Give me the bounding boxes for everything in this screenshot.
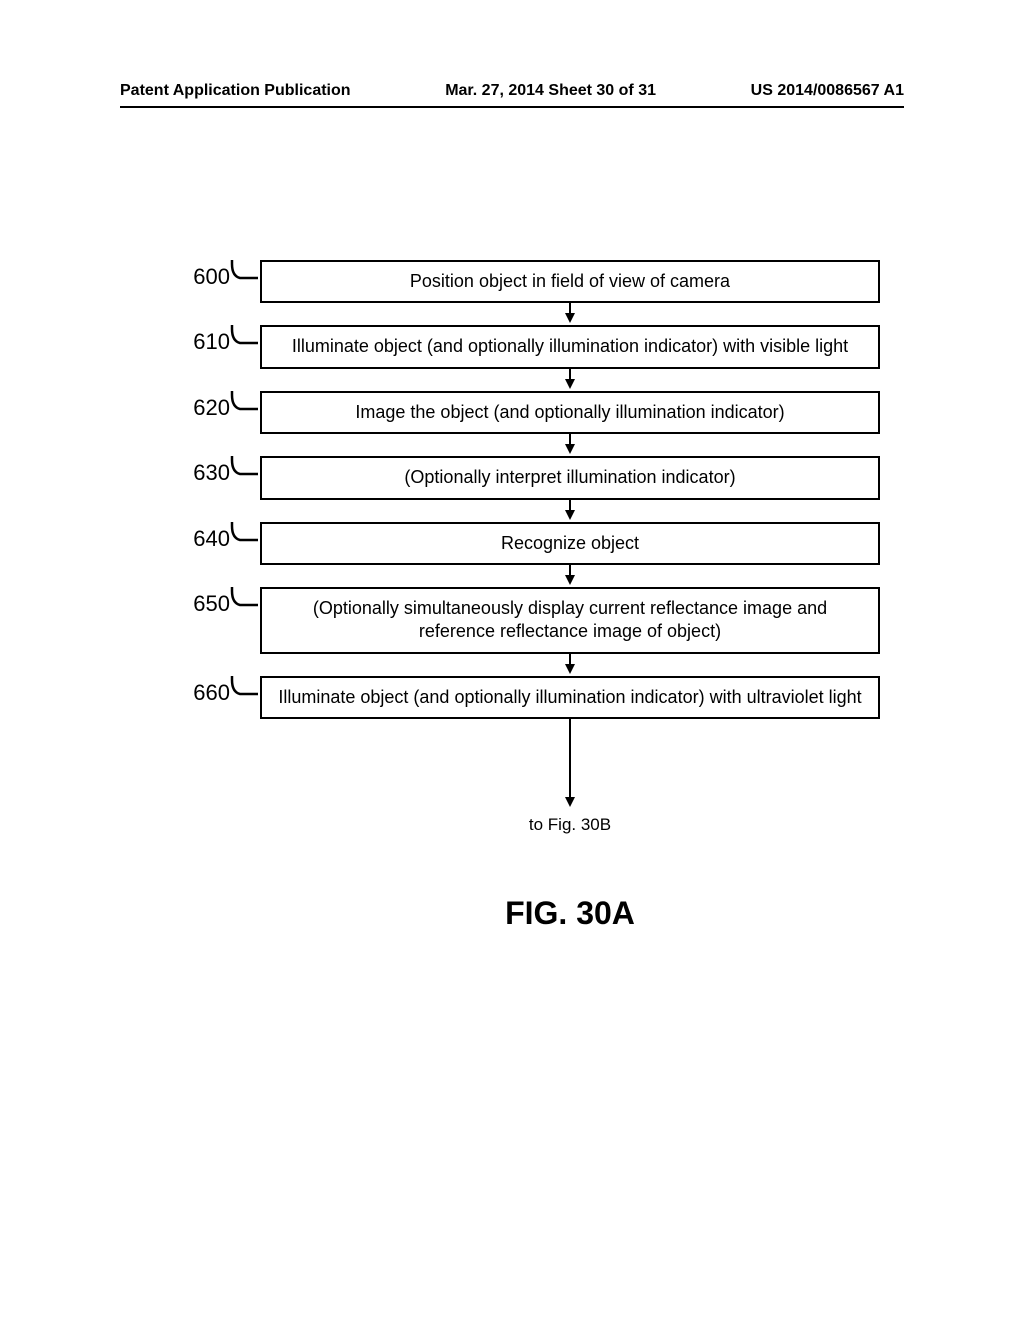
- step-number: 650: [150, 587, 230, 617]
- flow-step: 600 Position object in field of view of …: [150, 260, 880, 303]
- step-box: (Optionally interpret illumination indic…: [260, 456, 880, 499]
- flow-step: 660 Illuminate object (and optionally il…: [150, 676, 880, 719]
- down-arrow: [150, 565, 880, 587]
- down-arrow: [150, 434, 880, 456]
- figure-label: FIG. 30A: [150, 895, 880, 932]
- flow-step: 640 Recognize object: [150, 522, 880, 565]
- lead-line: [230, 325, 260, 351]
- down-arrow: [150, 654, 880, 676]
- step-box: Illuminate object (and optionally illumi…: [260, 325, 880, 368]
- lead-line: [230, 676, 260, 702]
- step-number: 610: [150, 325, 230, 355]
- header-center: Mar. 27, 2014 Sheet 30 of 31: [445, 82, 656, 100]
- step-box: (Optionally simultaneously display curre…: [260, 587, 880, 654]
- flow-step: 650 (Optionally simultaneously display c…: [150, 587, 880, 654]
- lead-line: [230, 391, 260, 417]
- step-number: 630: [150, 456, 230, 486]
- flowchart-container: 600 Position object in field of view of …: [150, 260, 880, 932]
- header-left: Patent Application Publication: [120, 82, 351, 100]
- flow-step: 630 (Optionally interpret illumination i…: [150, 456, 880, 499]
- down-arrow: [150, 303, 880, 325]
- step-box: Position object in field of view of came…: [260, 260, 880, 303]
- header-right: US 2014/0086567 A1: [751, 82, 904, 100]
- step-number: 660: [150, 676, 230, 706]
- down-arrow: [150, 719, 880, 809]
- patent-header: Patent Application Publication Mar. 27, …: [120, 82, 904, 108]
- flow-step: 620 Image the object (and optionally ill…: [150, 391, 880, 434]
- lead-line: [230, 587, 260, 613]
- lead-line: [230, 456, 260, 482]
- flow-step: 610 Illuminate object (and optionally il…: [150, 325, 880, 368]
- step-number: 620: [150, 391, 230, 421]
- lead-line: [230, 260, 260, 286]
- step-number: 640: [150, 522, 230, 552]
- continuation-label: to Fig. 30B: [150, 815, 880, 835]
- down-arrow: [150, 500, 880, 522]
- step-box: Illuminate object (and optionally illumi…: [260, 676, 880, 719]
- lead-line: [230, 522, 260, 548]
- step-number: 600: [150, 260, 230, 290]
- down-arrow: [150, 369, 880, 391]
- step-box: Image the object (and optionally illumin…: [260, 391, 880, 434]
- step-box: Recognize object: [260, 522, 880, 565]
